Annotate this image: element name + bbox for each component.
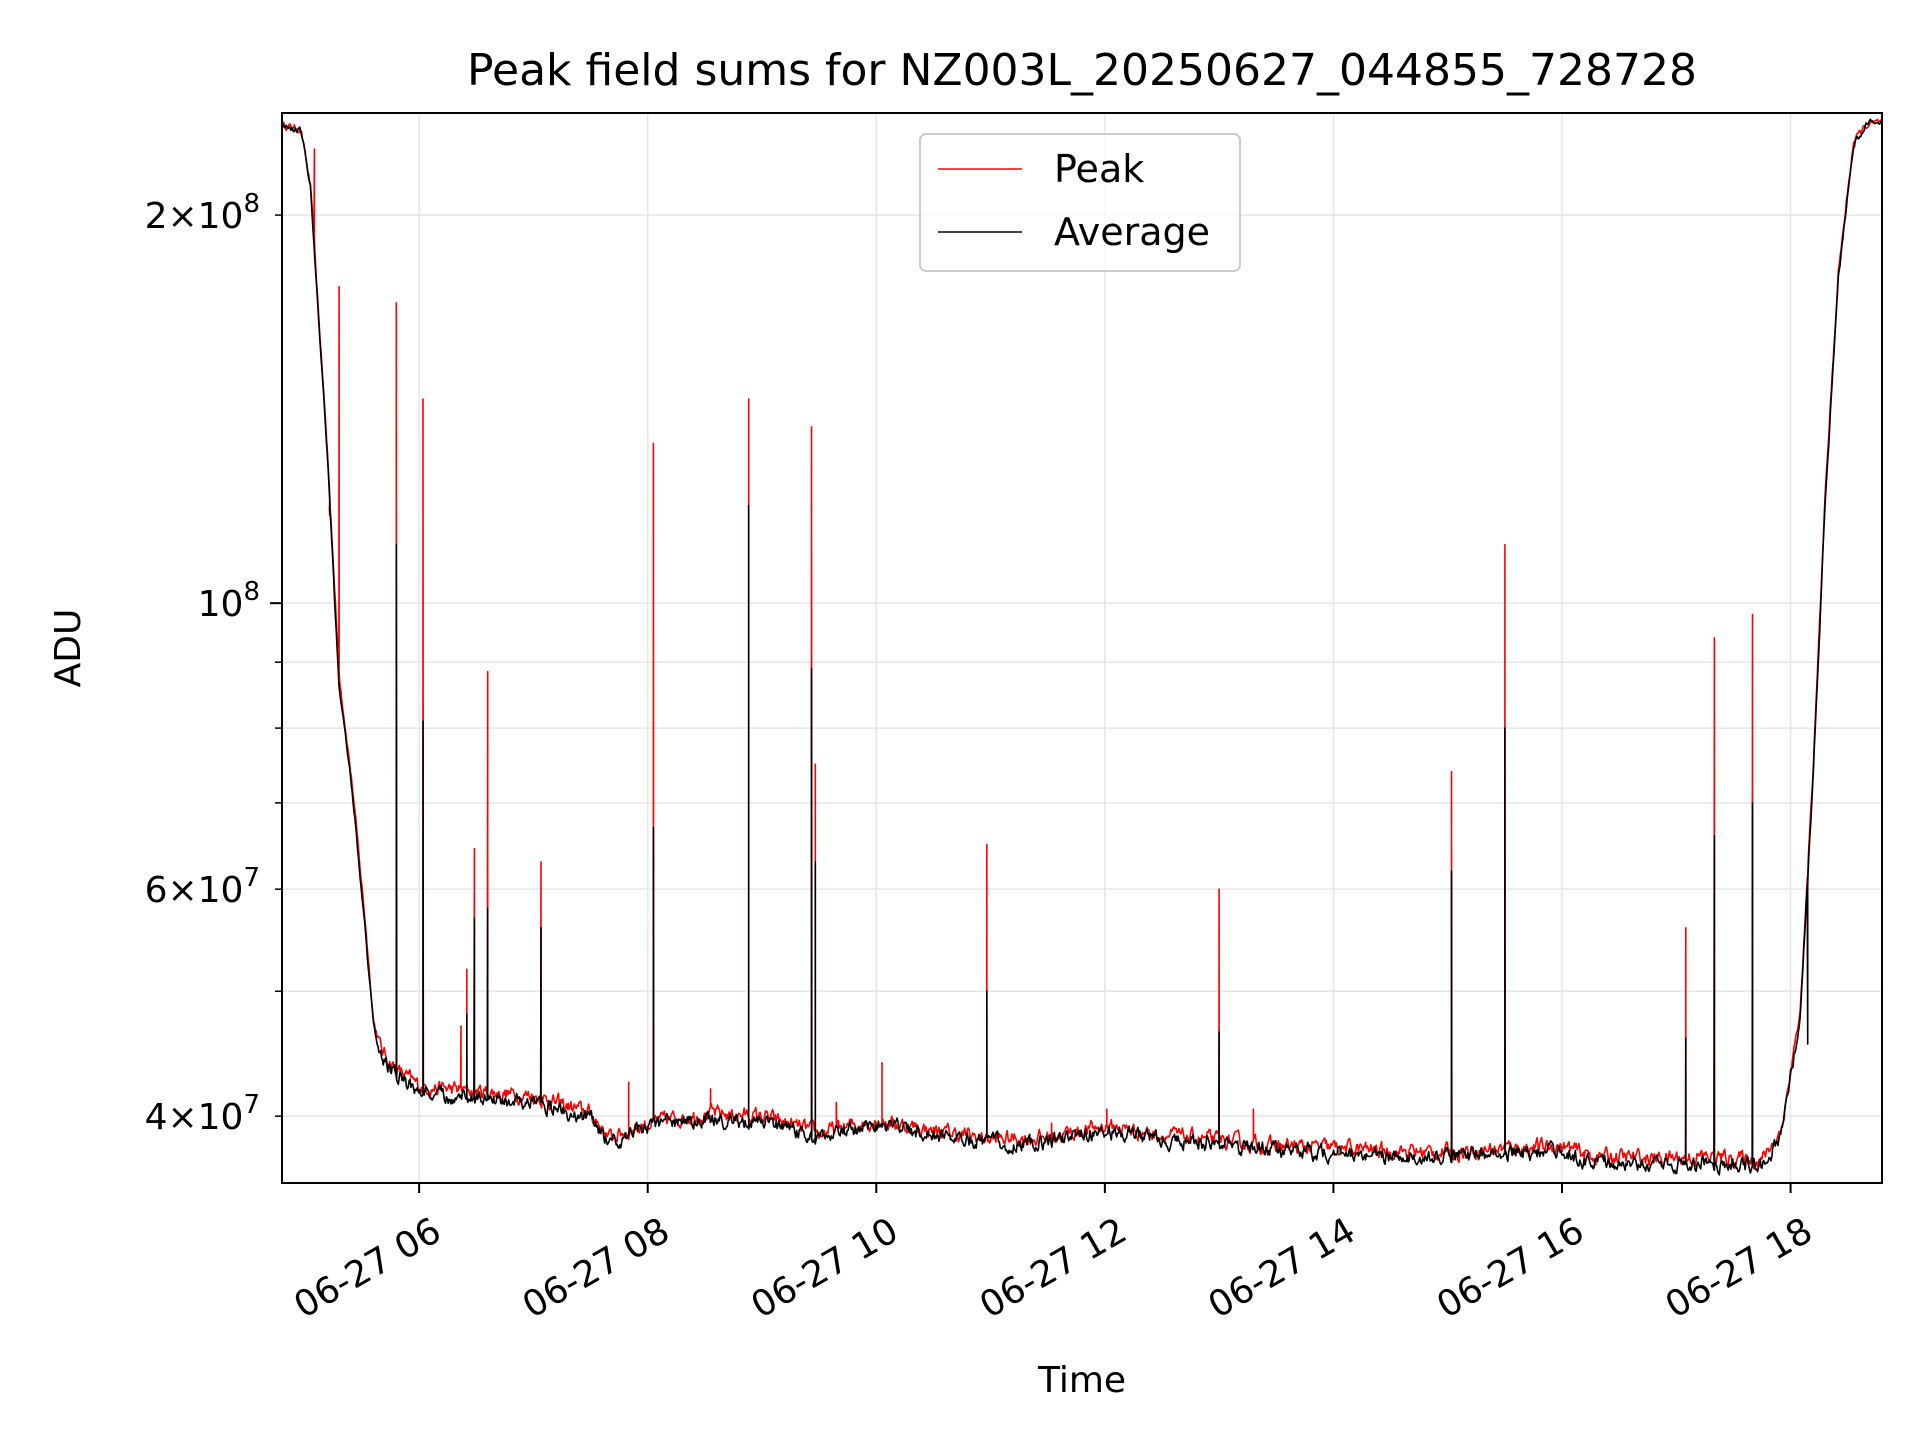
legend: Peak Average — [919, 133, 1241, 272]
legend-label-average: Average — [1054, 210, 1210, 254]
series-line-average — [282, 118, 1882, 1176]
series-group — [282, 118, 1882, 1176]
y-tick-label: 2×108 — [145, 189, 260, 237]
y-tick-label: 108 — [198, 577, 260, 625]
y-ticks: 108 4×107 6×107 2×108 — [145, 189, 282, 1138]
y-tick-label: 4×107 — [145, 1090, 260, 1138]
x-axis-label: Time — [1037, 1360, 1126, 1401]
chart-title: Peak field sums for NZ003L_20250627_0448… — [467, 45, 1697, 96]
y-tick-label: 6×107 — [145, 863, 260, 911]
y-axis-label: ADU — [48, 609, 89, 688]
legend-label-peak: Peak — [1054, 147, 1144, 191]
plot-area — [282, 113, 1882, 1183]
axes-frame — [281, 112, 1883, 1184]
